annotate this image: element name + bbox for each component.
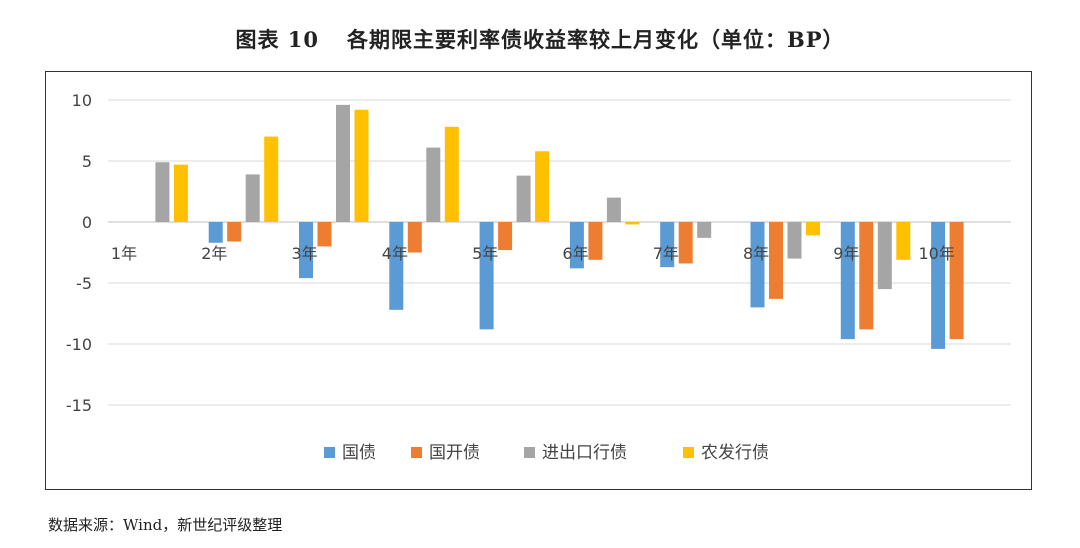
bar-进出口行债-8年 xyxy=(787,222,802,259)
legend-swatch xyxy=(411,447,422,458)
legend-swatch xyxy=(324,447,335,458)
bar-进出口行债-1年 xyxy=(155,162,170,222)
x-category-label: 8年 xyxy=(743,244,769,263)
y-tick-label: 5 xyxy=(82,152,92,171)
legend-swatch xyxy=(683,447,694,458)
bar-国债-5年 xyxy=(479,222,494,330)
chart-title: 图表 10 各期限主要利率债收益率较上月变化（单位：BP） xyxy=(0,24,1080,54)
bar-农发行债-2年 xyxy=(264,136,279,222)
bar-国债-4年 xyxy=(389,222,404,310)
figure-title: 各期限主要利率债收益率较上月变化（单位：BP） xyxy=(347,27,845,52)
bar-农发行债-5年 xyxy=(535,151,550,222)
x-category-label: 9年 xyxy=(833,244,859,263)
bar-进出口行债-4年 xyxy=(426,147,441,222)
source-note: 数据来源：Wind，新世纪评级整理 xyxy=(48,516,283,534)
bar-进出口行债-6年 xyxy=(606,197,621,222)
bar-国债-10年 xyxy=(931,222,946,349)
x-category-label: 6年 xyxy=(562,244,588,263)
legend-swatch xyxy=(524,447,535,458)
figure-number: 图表 10 xyxy=(235,27,319,52)
x-category-label: 4年 xyxy=(382,244,408,263)
bar-国开债-9年 xyxy=(859,222,874,330)
bar-农发行债-4年 xyxy=(444,126,459,222)
bar-农发行债-9年 xyxy=(896,222,911,260)
bar-进出口行债-2年 xyxy=(245,174,260,222)
bar-进出口行债-7年 xyxy=(697,222,712,238)
bar-国债-6年 xyxy=(569,222,584,269)
x-category-label: 5年 xyxy=(472,244,498,263)
y-tick-label: -10 xyxy=(66,335,92,354)
bar-农发行债-3年 xyxy=(354,109,369,222)
bar-国债-3年 xyxy=(299,222,313,279)
bar-农发行债-1年 xyxy=(173,164,188,222)
bar-国开债-4年 xyxy=(407,222,422,253)
chart-frame: 10 5 0 -5 -10 -15 1年 2年 3年 4年 5年 6年 7年 8年 9年 10年国债 国开债 进出… xyxy=(45,71,1032,490)
bar-国开债-8年 xyxy=(769,222,783,299)
y-tick-label: -15 xyxy=(66,396,92,415)
bar-农发行债-8年 xyxy=(806,222,820,236)
bar-进出口行债-3年 xyxy=(336,104,350,222)
x-category-label: 3年 xyxy=(292,244,318,263)
bar-国开债-10年 xyxy=(949,222,964,340)
bar-农发行债-6年 xyxy=(625,222,640,225)
bar-进出口行债-9年 xyxy=(877,222,892,290)
bar-国债-7年 xyxy=(660,222,675,268)
x-category-label: 1年 xyxy=(111,244,137,263)
bar-国开债-5年 xyxy=(498,222,513,251)
bar-国债-2年 xyxy=(208,222,223,243)
bar-国债-9年 xyxy=(840,222,855,340)
legend-label: 进出口行债 xyxy=(542,443,627,463)
legend-label: 国债 xyxy=(342,443,376,463)
x-category-label: 7年 xyxy=(653,244,679,263)
x-category-label: 2年 xyxy=(201,244,227,263)
bar-进出口行债-5年 xyxy=(516,175,531,222)
bar-国债-8年 xyxy=(750,222,765,308)
bar-国开债-3年 xyxy=(317,222,332,247)
bar-国开债-2年 xyxy=(227,222,242,242)
legend-label: 国开债 xyxy=(429,443,480,463)
y-tick-label: 10 xyxy=(72,91,92,110)
y-tick-label: -5 xyxy=(76,274,92,293)
x-category-label: 10年 xyxy=(919,244,955,263)
y-tick-label: 0 xyxy=(82,213,92,232)
bar-国开债-6年 xyxy=(588,222,603,260)
legend-label: 农发行债 xyxy=(701,443,769,463)
bar-国开债-7年 xyxy=(678,222,693,264)
